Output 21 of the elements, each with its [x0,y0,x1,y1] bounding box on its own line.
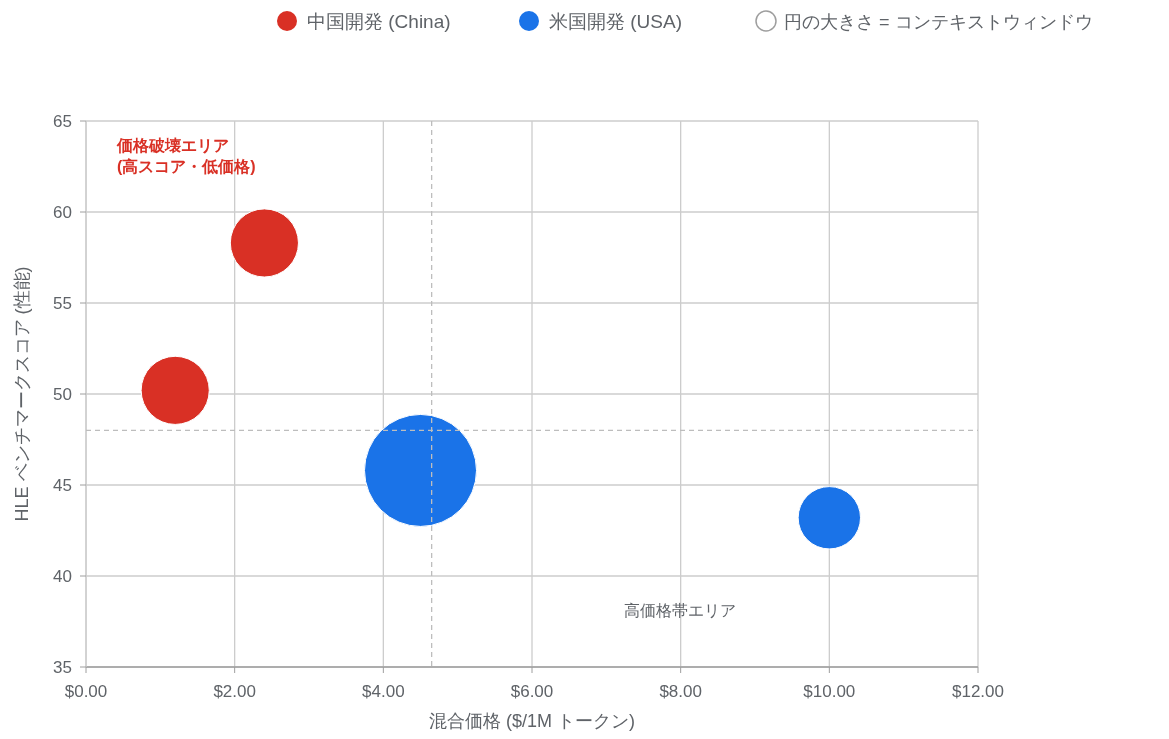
legend-label: 米国開発 (USA) [549,11,682,32]
x-tick-label: $0.00 [64,682,108,701]
y-tick-label: 55 [53,294,72,313]
y-tick-label: 35 [53,658,72,677]
y-tick-label: 60 [53,203,72,222]
x-tick-label: $4.00 [362,682,405,701]
x-tick-label: $12.00 [952,682,1004,701]
annotation: 高価格帯エリア [624,602,736,619]
x-tick-label: $2.00 [213,682,256,701]
x-tick-label: $10.00 [803,682,856,701]
y-tick-label: 50 [53,385,72,404]
x-tick-label: $6.00 [510,682,554,701]
x-tick-label: $8.00 [659,682,702,701]
y-tick-label: 40 [53,567,72,586]
legend-label: 中国開発 (China) [307,11,451,32]
y-tick-label: 45 [53,476,72,495]
text: 円の大きさ = コンテキストウィンドウ [784,12,1093,32]
annotation: 価格破壊エリア (高スコア・低価格) [116,137,256,175]
y-axis-title: HLE ベンチマークスコア (性能) [12,266,32,522]
x-axis-title: 混合価格 ($/1M トークン) [428,711,636,731]
y-tick-label: 65 [53,112,72,131]
